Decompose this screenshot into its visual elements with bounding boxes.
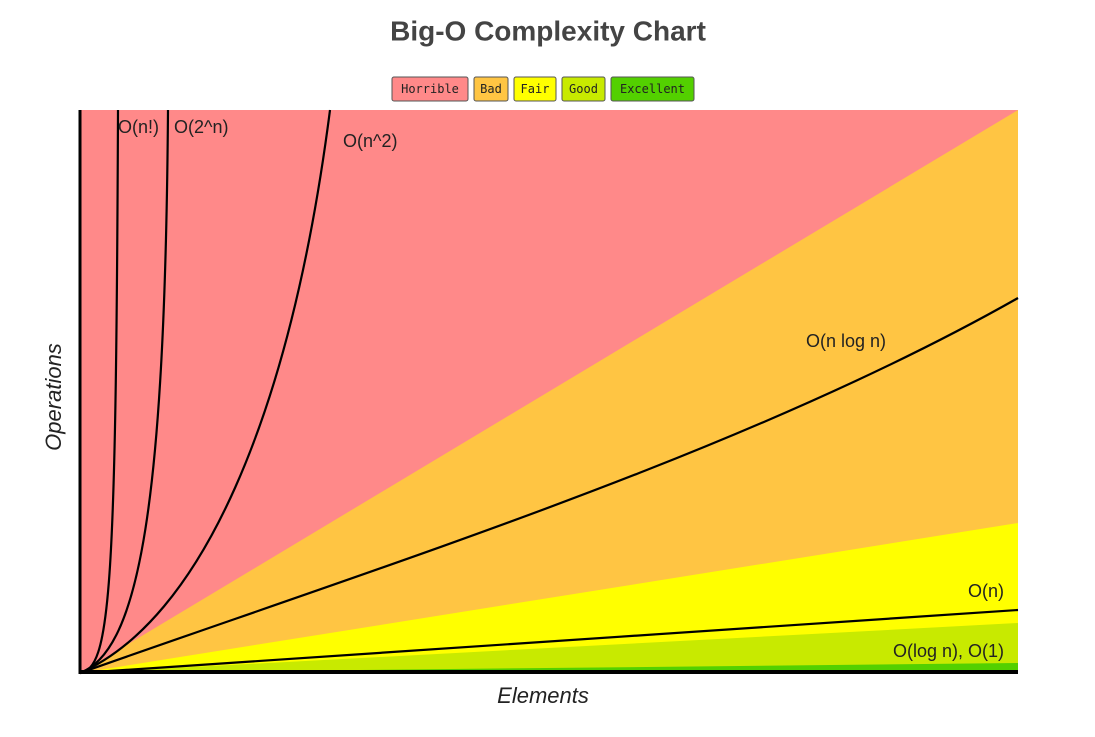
curve-label: O(n) (968, 581, 1004, 601)
x-axis-label: Elements (497, 683, 589, 708)
legend: Horrible Bad Fair Good Excellent (391, 76, 695, 102)
legend-swatch (561, 76, 606, 102)
curve-label: O(2^n) (174, 117, 228, 137)
regions (80, 110, 1018, 673)
legend-label: Excellent (620, 82, 685, 96)
curve (79, 297, 1019, 675)
curve-label: O(n log n) (806, 331, 886, 351)
curve-label: O(n!) (118, 117, 159, 137)
legend-swatch (473, 76, 509, 102)
curve-label: O(n^2) (343, 131, 397, 151)
y-axis-label: Operations (41, 343, 66, 451)
curve-label: O(log n), O(1) (893, 641, 1004, 661)
legend-swatch (610, 76, 695, 102)
curve (79, 109, 332, 675)
legend-label: Horrible (401, 82, 459, 96)
region (80, 110, 1018, 673)
legend-label: Bad (480, 82, 502, 96)
legend-swatch (391, 76, 469, 102)
chart-title: Big-O Complexity Chart (390, 15, 706, 46)
legend-swatch (513, 76, 557, 102)
legend-label: Fair (521, 82, 550, 96)
curve (79, 608, 1019, 675)
region (80, 623, 1018, 673)
curve (79, 109, 170, 675)
legend-label: Good (569, 82, 598, 96)
